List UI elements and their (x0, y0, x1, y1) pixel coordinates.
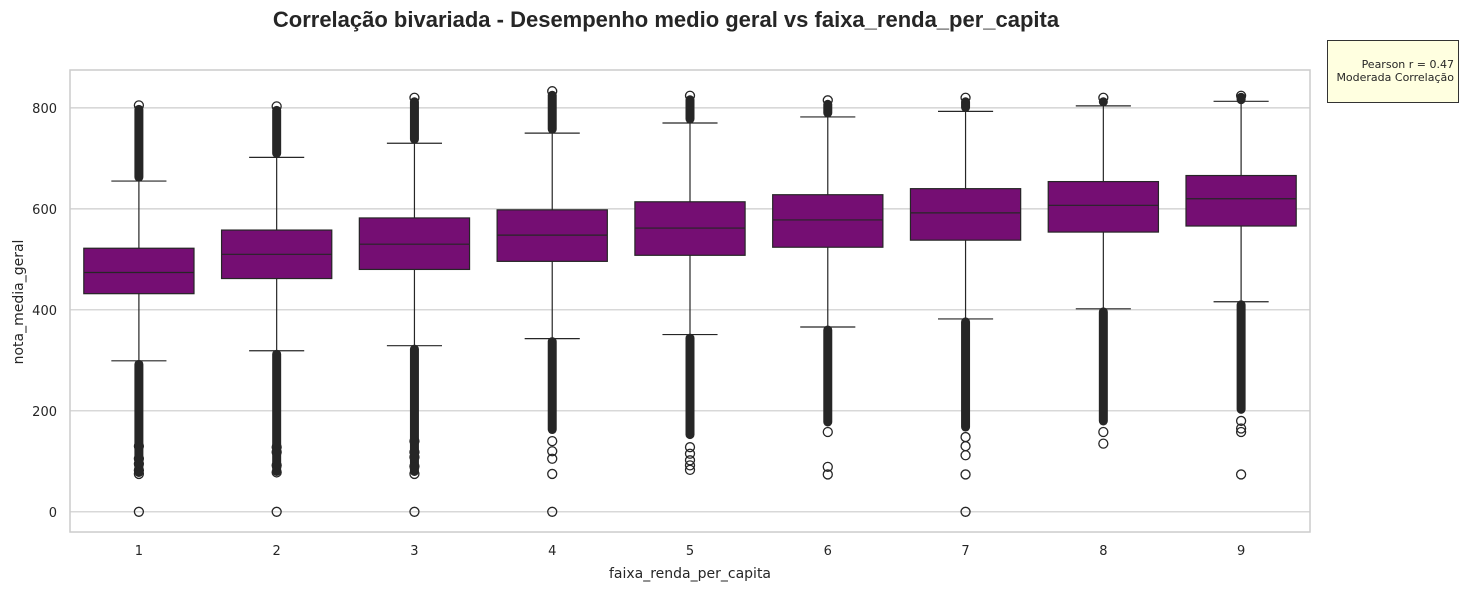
outlier-point (684, 90, 696, 101)
box (83, 247, 195, 295)
outlier-point (960, 92, 971, 103)
outlier-point (960, 450, 971, 461)
outlier-point (133, 506, 145, 517)
outlier-point (960, 441, 971, 452)
x-tick-label: 2 (273, 544, 281, 559)
box (1185, 174, 1297, 227)
box (1047, 180, 1160, 233)
x-tick-label: 5 (686, 544, 694, 559)
outlier-point (133, 458, 145, 469)
outlier-point (684, 442, 696, 453)
outlier-point (271, 467, 282, 478)
box (909, 188, 1022, 241)
outlier-point (547, 468, 558, 480)
x-tick-label: 6 (824, 544, 832, 559)
outlier-point (409, 435, 420, 447)
outlier-point (271, 447, 282, 458)
outlier-point (133, 453, 145, 464)
outlier-point (1235, 423, 1247, 434)
y-tick-label: 0 (49, 506, 57, 521)
outlier-point (133, 441, 145, 452)
outlier-point (1235, 469, 1247, 480)
outlier-point (547, 506, 558, 517)
outlier-point (822, 461, 833, 473)
x-axis-label: faixa_renda_per_capita (609, 566, 771, 582)
outlier-point (133, 465, 145, 476)
x-tick-label: 7 (961, 544, 969, 559)
outlier-point (271, 442, 282, 453)
plot-frame (69, 69, 1311, 533)
outlier-point (684, 460, 696, 471)
y-tick-label: 200 (32, 405, 57, 420)
outlier-point (271, 101, 282, 112)
outlier-point (409, 506, 420, 517)
outlier-point (547, 453, 558, 464)
plot-area: 0 200 400 600 800 1 2 3 4 5 6 7 8 9 (32, 69, 1311, 559)
outlier-point (133, 468, 145, 480)
outlier-point (684, 448, 696, 459)
x-tick-label: 9 (1237, 544, 1245, 559)
x-tick-label: 4 (548, 544, 556, 559)
x-tick-label: 1 (135, 544, 143, 559)
y-axis-label: nota_media_geral (11, 240, 27, 365)
outlier-point (1235, 415, 1247, 427)
box (772, 194, 884, 248)
outlier-point (1235, 90, 1247, 101)
chart-title: Correlação bivariada - Desempenho medio … (273, 7, 1060, 32)
outlier-point (271, 506, 282, 517)
outlier-point (960, 506, 971, 517)
outlier-point (1235, 426, 1247, 438)
outlier-point (409, 452, 420, 463)
y-tick-label: 400 (32, 304, 57, 319)
correlation-annotation: Pearson r = 0.47 Moderada Correlação (1327, 40, 1459, 103)
outlier-point (822, 469, 833, 480)
outlier-point (271, 460, 282, 471)
outlier-point (547, 435, 558, 447)
outlier-point (822, 95, 833, 106)
outlier-point (547, 446, 558, 457)
outlier-point (1098, 92, 1109, 103)
y-tick-label: 600 (32, 203, 57, 218)
outlier-point (133, 100, 145, 111)
outlier-point (409, 468, 420, 480)
outlier-point (409, 447, 420, 458)
correlation-strength-text: Moderada Correlação (1336, 71, 1454, 84)
x-tick-label: 3 (410, 544, 418, 559)
outlier-point (822, 426, 833, 438)
outlier-point (684, 455, 696, 466)
outlier-point (960, 431, 971, 443)
y-tick-label: 800 (32, 102, 57, 117)
outlier-point (960, 469, 971, 480)
outlier-point (409, 92, 420, 103)
x-tick-label: 8 (1099, 544, 1107, 559)
outlier-point (547, 86, 558, 97)
outlier-point (1098, 426, 1109, 438)
outlier-point (1098, 438, 1109, 449)
pearson-r-text: Pearson r = 0.47 (1361, 58, 1454, 71)
